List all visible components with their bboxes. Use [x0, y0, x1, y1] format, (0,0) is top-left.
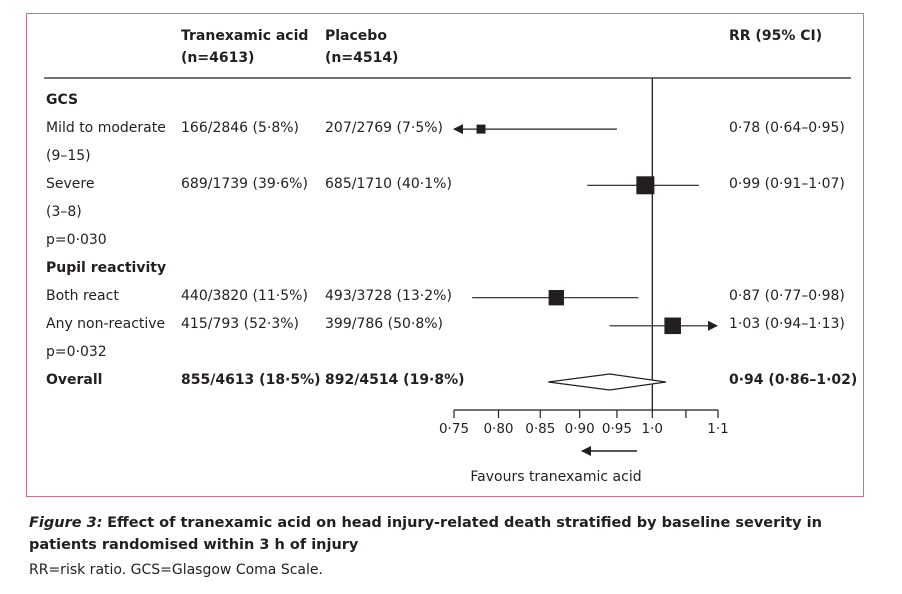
figure-frame: [26, 13, 864, 497]
row-rr-value: 0·87 (0·77–0·98): [729, 288, 845, 304]
x-tick-label: 1·1: [707, 421, 728, 437]
row-placebo-value: 493/3728 (13·2%): [325, 288, 452, 304]
row-label: Pupil reactivity: [46, 260, 167, 276]
point-estimate-0: [476, 124, 486, 134]
x-tick-label: 0·80: [483, 421, 513, 437]
x-tick-label: 0·85: [525, 421, 555, 437]
figure-title: Effect of tranexamic acid on head injury…: [29, 515, 822, 553]
header-rr: RR (95% CI): [729, 28, 823, 44]
row-tx-value: 415/793 (52·3%): [181, 316, 300, 332]
header-placebo: Placebo: [325, 28, 387, 44]
overall-diamond: [548, 373, 667, 391]
x-tick-label: 1·0: [642, 421, 663, 437]
row-label: (3–8): [46, 204, 82, 220]
point-estimate-3: [664, 317, 681, 335]
row-tx-value: 689/1739 (39·6%): [181, 176, 308, 192]
row-label: (9–15): [46, 148, 91, 164]
row-tx-value: 440/3820 (11·5%): [181, 288, 308, 304]
row-label: GCS: [46, 92, 79, 108]
row-label: Both react: [46, 288, 119, 304]
header-tranexamic: Tranexamic acid: [181, 28, 309, 44]
row-label: Severe: [46, 176, 95, 192]
figure-caption: Figure 3: Effect of tranexamic acid on h…: [29, 512, 869, 556]
row-placebo-value: 207/2769 (7·5%): [325, 120, 444, 136]
row-tx-value: 855/4613 (18·5%): [181, 372, 321, 388]
row-label: Overall: [46, 372, 103, 388]
row-placebo-value: 399/786 (50·8%): [325, 316, 444, 332]
row-placebo-value: 685/1710 (40·1%): [325, 176, 452, 192]
header-placebo-n: (n=4514): [325, 50, 399, 66]
row-placebo-value: 892/4514 (19·8%): [325, 372, 465, 388]
favours-label: Favours tranexamic acid: [470, 469, 641, 485]
x-tick-label: 0·75: [439, 421, 469, 437]
row-rr-value: 1·03 (0·94–1·13): [729, 316, 845, 332]
row-tx-value: 166/2846 (5·8%): [181, 120, 300, 136]
row-label: Any non-reactive: [46, 316, 166, 332]
row-label: Mild to moderate: [46, 120, 166, 136]
point-estimate-2: [548, 290, 564, 306]
header-tranexamic-n: (n=4613): [181, 50, 255, 66]
row-rr-value: 0·78 (0·64–0·95): [729, 120, 845, 136]
row-rr-value: 0·99 (0·91–1·07): [729, 176, 845, 192]
figure-label: Figure 3:: [29, 515, 103, 531]
point-estimate-1: [636, 176, 655, 195]
x-tick-label: 0·95: [602, 421, 632, 437]
x-tick-label: 0·90: [565, 421, 595, 437]
row-label: p=0·032: [46, 344, 107, 360]
row-rr-value: 0·94 (0·86–1·02): [729, 372, 858, 388]
figure-footnote: RR=risk ratio. GCS=Glasgow Coma Scale.: [29, 562, 323, 578]
row-label: p=0·030: [46, 232, 107, 248]
